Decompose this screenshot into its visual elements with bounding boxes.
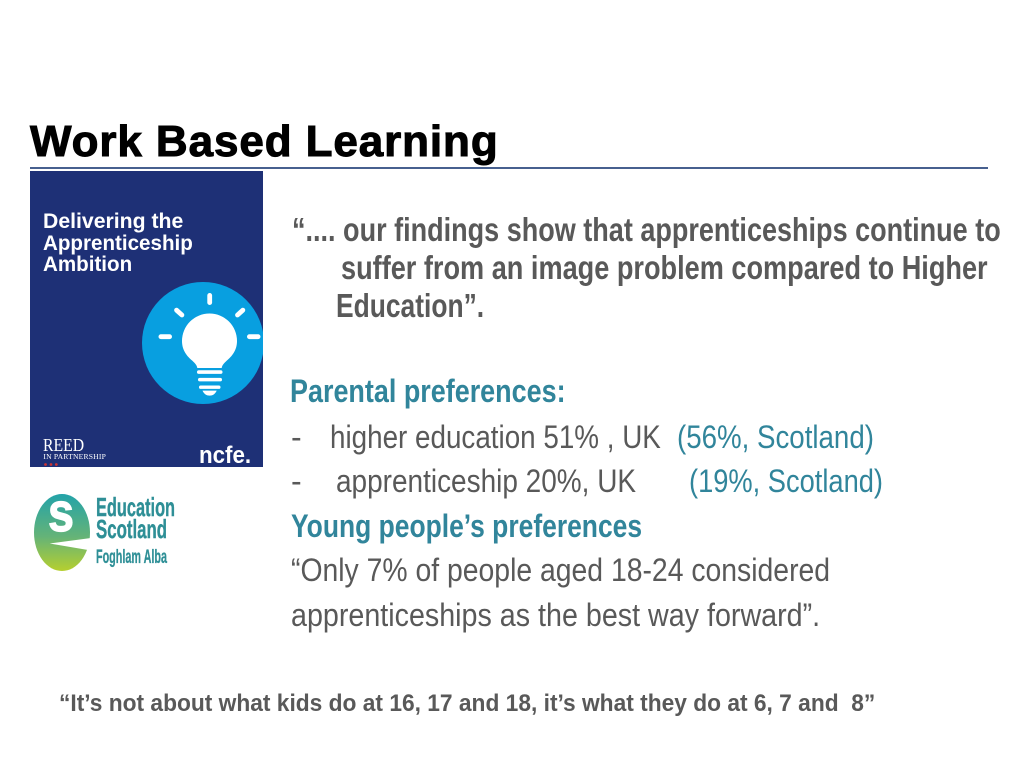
svg-text:s: s <box>48 493 74 543</box>
